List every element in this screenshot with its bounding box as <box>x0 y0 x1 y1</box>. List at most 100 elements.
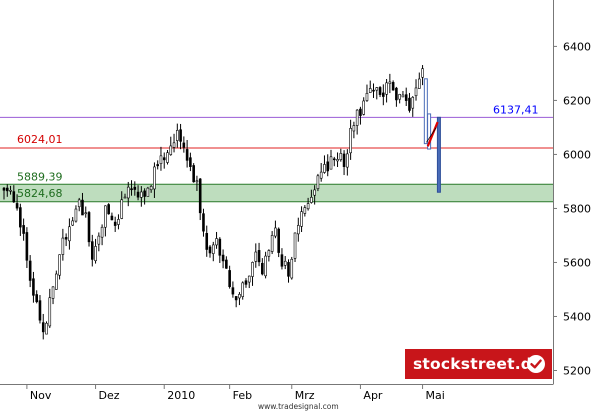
candle-body <box>280 254 284 267</box>
candle-body <box>22 225 25 234</box>
check-icon <box>527 355 545 373</box>
x-tick-label: Apr <box>363 389 383 402</box>
candle-body <box>77 199 81 208</box>
candle-body <box>355 109 359 126</box>
candle-body <box>149 186 153 191</box>
candle-body <box>176 130 179 141</box>
candle-body <box>192 165 195 183</box>
candle-body <box>136 191 140 198</box>
candle-body <box>159 155 163 164</box>
labels-layer: 6137,41 6024,01 5889,39 5824,68 <box>17 103 539 199</box>
candle-body <box>247 275 251 283</box>
candle-body <box>218 238 222 256</box>
candle-body <box>71 220 74 226</box>
candle-body <box>143 190 146 197</box>
candle-body <box>185 149 189 161</box>
candle-body <box>87 212 91 243</box>
candle-body <box>336 159 339 162</box>
candle-body <box>241 282 245 297</box>
y-tick-label: 6400 <box>563 40 591 53</box>
candle-body <box>313 189 316 196</box>
candle-body <box>385 82 388 95</box>
candle-body <box>146 187 150 197</box>
y-tick-label: 6200 <box>563 94 591 107</box>
candle-body <box>123 196 127 199</box>
candle-body <box>293 232 297 259</box>
candle-body <box>9 189 12 192</box>
candle-body <box>179 129 182 142</box>
candle-body <box>162 157 166 161</box>
candle-body <box>35 294 39 303</box>
candle-body <box>64 237 68 240</box>
candle-body <box>12 191 16 203</box>
candle-body <box>84 212 88 215</box>
candle-body <box>211 244 215 254</box>
credit-text: www.tradesignal.com <box>258 402 339 411</box>
candle-body <box>378 87 382 95</box>
candle-body <box>97 235 101 245</box>
candle-body <box>254 251 258 262</box>
candle-body <box>153 166 156 190</box>
candle-body <box>300 211 303 227</box>
candle-body <box>267 250 271 257</box>
candle-body <box>349 128 352 154</box>
drop-bar <box>436 116 441 193</box>
candle-body <box>323 164 326 173</box>
level-label-6137,41: 6137,41 <box>493 103 539 116</box>
candle-body <box>277 228 280 253</box>
x-tick-label: Mrz <box>295 389 315 402</box>
candle-body <box>372 89 375 92</box>
candle-body <box>261 262 264 275</box>
candle-body <box>244 280 248 285</box>
candle-body <box>2 187 6 191</box>
candle-body <box>257 250 261 263</box>
candle-body <box>126 186 130 199</box>
candle-body <box>238 294 241 299</box>
candle-body <box>411 97 415 109</box>
candle-body <box>398 94 401 100</box>
candle-body <box>195 180 199 183</box>
candle-body <box>382 92 385 97</box>
candle-body <box>5 187 9 192</box>
candle-body <box>251 262 254 277</box>
candle-body <box>113 221 117 226</box>
candle-body <box>362 100 366 115</box>
brand-text: stockstreet.de <box>413 355 543 373</box>
candle-body <box>19 207 22 228</box>
candle-body <box>169 145 173 155</box>
candle-body <box>352 125 356 132</box>
candle-body <box>225 259 228 269</box>
candle-body <box>55 273 58 290</box>
candle-body <box>51 286 55 299</box>
level-label-5889,39: 5889,39 <box>17 170 63 183</box>
candle-body <box>290 258 294 279</box>
candle-body <box>231 287 235 295</box>
candle-body <box>215 238 218 246</box>
candle-body <box>234 296 238 301</box>
candle-body <box>202 213 205 232</box>
candle-body <box>133 186 137 190</box>
candle-body <box>198 178 202 214</box>
candle-body <box>81 199 84 216</box>
x-tick-label: 2010 <box>167 389 195 402</box>
candle-body <box>368 88 372 93</box>
candle-body <box>94 246 97 262</box>
y-tick-label: 6000 <box>563 148 591 161</box>
candle-body <box>346 153 349 168</box>
candle-body <box>117 219 120 225</box>
candle-body <box>316 175 320 189</box>
candle-body <box>107 204 110 215</box>
drop-bar <box>427 113 432 150</box>
candle-body <box>189 157 192 167</box>
level-label-5824,68: 5824,68 <box>17 187 63 200</box>
trend-line <box>426 121 439 147</box>
brand-badge: stockstreet.de <box>405 349 552 379</box>
candle-body <box>414 87 418 97</box>
level-lines-layer <box>0 116 553 203</box>
candle-body <box>264 255 267 277</box>
candle-body <box>104 205 107 228</box>
x-tick-label: Dez <box>99 389 120 402</box>
candle-body <box>375 87 379 91</box>
candle-body <box>401 94 405 98</box>
candle-body <box>90 241 94 260</box>
